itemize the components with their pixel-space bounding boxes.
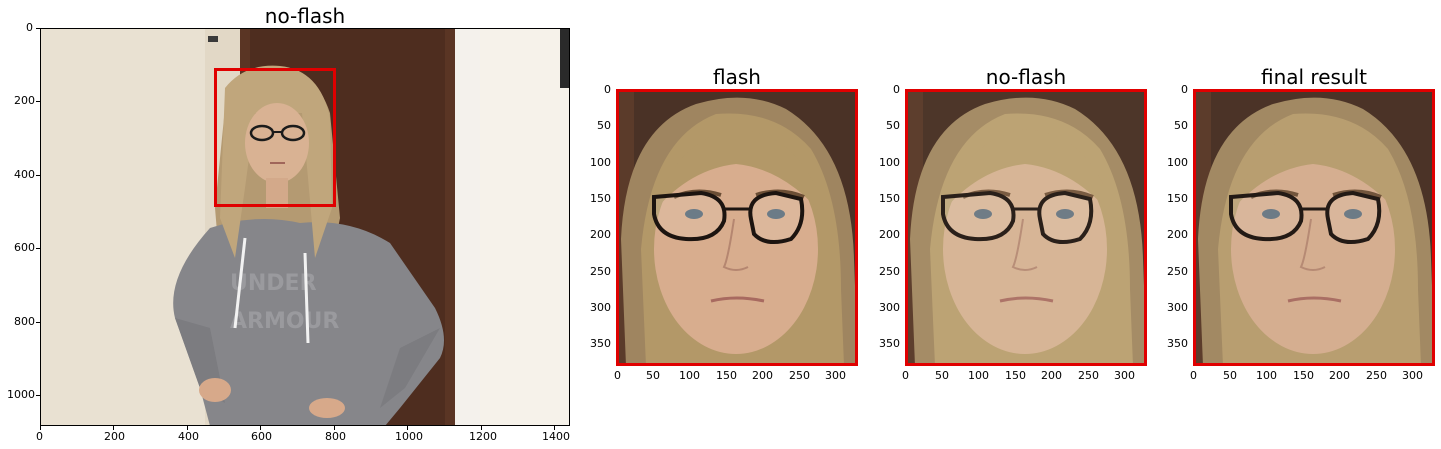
tick-label: 600: [251, 430, 272, 443]
tick-label: 0: [604, 83, 611, 96]
panel-title-flash: flash: [713, 65, 761, 89]
panel-title-noflash: no-flash: [985, 65, 1067, 89]
tick-label: 100: [590, 156, 611, 169]
full-photo: UNDER ARMOUR: [40, 28, 570, 426]
tick-label: 250: [590, 265, 611, 278]
crop-border: [616, 89, 858, 366]
tick-label: 0: [1181, 83, 1188, 96]
tick-label: 400: [14, 168, 35, 181]
tick-label: 150: [1005, 369, 1026, 382]
tick-label: 300: [825, 369, 846, 382]
tick-label: 300: [1167, 301, 1188, 314]
tick-label: 100: [879, 156, 900, 169]
svg-text:ARMOUR: ARMOUR: [230, 309, 339, 334]
flash-crop-image: [616, 89, 858, 366]
tick-label: 350: [879, 337, 900, 350]
tick-label: 150: [879, 192, 900, 205]
tick-label: 0: [26, 21, 33, 34]
tick-label: 0: [36, 430, 43, 443]
noflash-crop: [905, 89, 1147, 366]
tick-label: 250: [1167, 265, 1188, 278]
tick-label: 100: [679, 369, 700, 382]
tick-label: 1200: [469, 430, 497, 443]
tick-label: 50: [1174, 119, 1188, 132]
face-detection-box: [214, 68, 336, 207]
svg-text:UNDER: UNDER: [230, 271, 317, 296]
tick-label: 200: [104, 430, 125, 443]
tick-label: 150: [1167, 192, 1188, 205]
tick-label: 200: [14, 94, 35, 107]
tick-label: 250: [789, 369, 810, 382]
tick-label: 150: [590, 192, 611, 205]
tick-label: 300: [590, 301, 611, 314]
full-photo-image: UNDER ARMOUR: [40, 28, 570, 426]
tick-label: 350: [590, 337, 611, 350]
flash-crop: [616, 89, 858, 366]
panel-title-result: final result: [1260, 65, 1368, 89]
tick-label: 0: [893, 83, 900, 96]
tick-label: 300: [1402, 369, 1423, 382]
tick-label: 200: [1329, 369, 1350, 382]
tick-label: 100: [1167, 156, 1188, 169]
tick-label: 100: [1256, 369, 1277, 382]
tick-label: 200: [590, 228, 611, 241]
tick-label: 600: [14, 241, 35, 254]
tick-label: 50: [886, 119, 900, 132]
tick-label: 1400: [542, 430, 570, 443]
panel-title-full: no-flash: [264, 4, 346, 28]
tick-label: 800: [325, 430, 346, 443]
tick-label: 350: [1167, 337, 1188, 350]
tick-label: 0: [1190, 369, 1197, 382]
tick-label: 200: [1041, 369, 1062, 382]
result-crop: [1193, 89, 1435, 366]
tick-label: 50: [935, 369, 949, 382]
tick-label: 0: [902, 369, 909, 382]
tick-label: 300: [879, 301, 900, 314]
tick-label: 50: [597, 119, 611, 132]
tick-label: 400: [178, 430, 199, 443]
crop-border: [905, 89, 1147, 366]
tick-label: 300: [1114, 369, 1135, 382]
tick-label: 100: [968, 369, 989, 382]
tick-label: 250: [1078, 369, 1099, 382]
tick-label: 150: [716, 369, 737, 382]
tick-label: 250: [1366, 369, 1387, 382]
tick-label: 1000: [395, 430, 423, 443]
tick-label: 800: [14, 315, 35, 328]
noflash-crop-image: [905, 89, 1147, 366]
tick-label: 1000: [7, 388, 35, 401]
crop-border: [1193, 89, 1435, 366]
tick-label: 200: [1167, 228, 1188, 241]
tick-label: 150: [1293, 369, 1314, 382]
result-crop-image: [1193, 89, 1435, 366]
tick-label: 200: [879, 228, 900, 241]
tick-label: 250: [879, 265, 900, 278]
tick-label: 50: [1223, 369, 1237, 382]
tick-label: 200: [752, 369, 773, 382]
tick-label: 50: [646, 369, 660, 382]
tick-label: 0: [614, 369, 621, 382]
